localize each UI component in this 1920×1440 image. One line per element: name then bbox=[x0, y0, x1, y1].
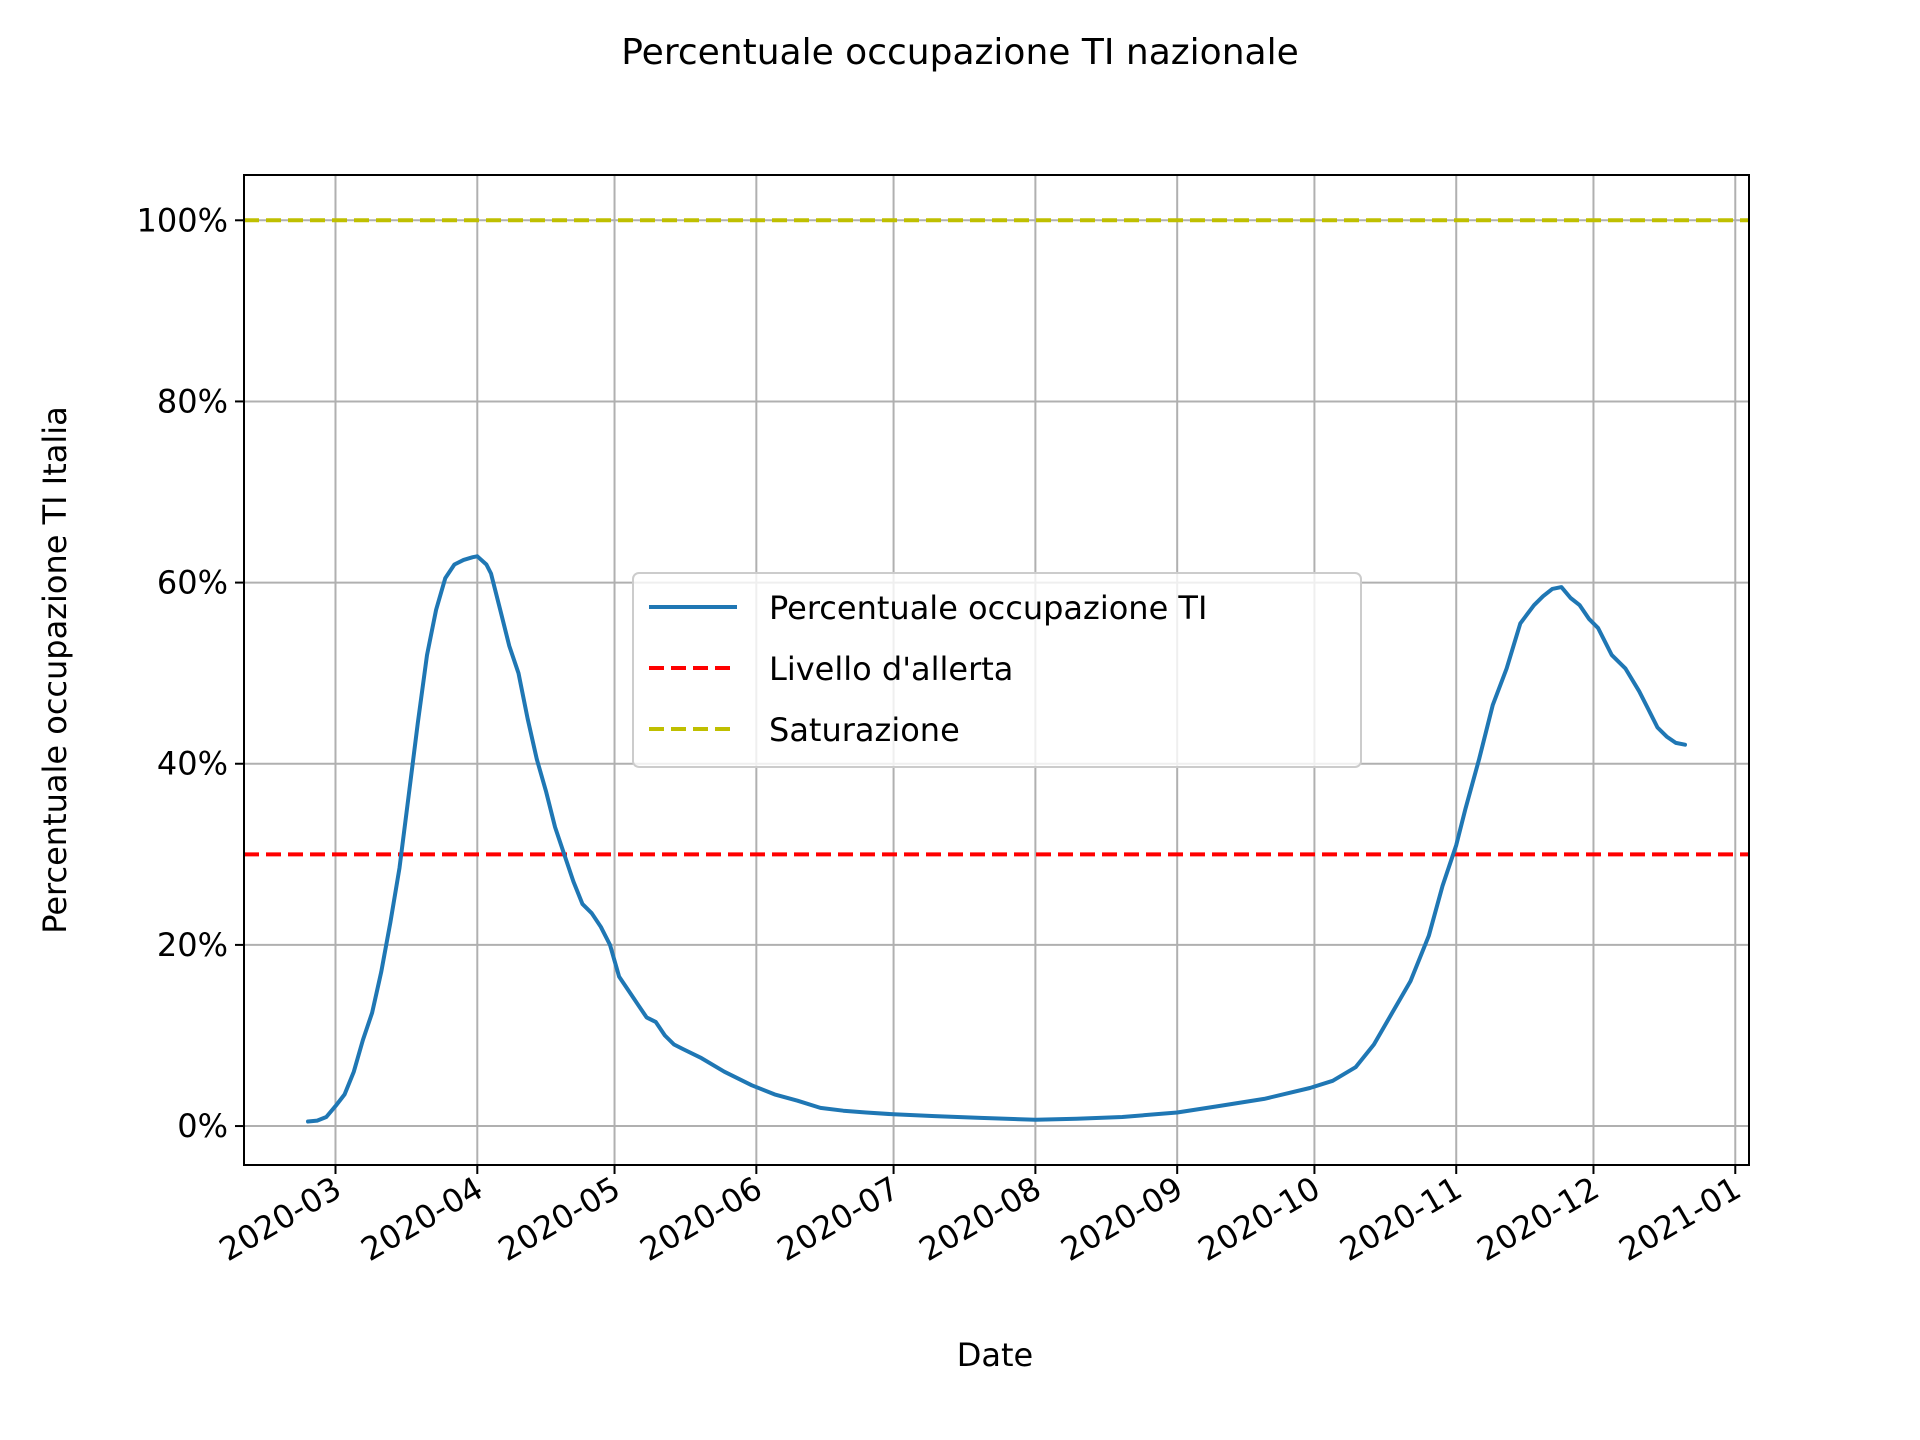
legend-label-occupazione: Percentuale occupazione TI bbox=[769, 589, 1207, 627]
chart-title: Percentuale occupazione TI nazionale bbox=[621, 32, 1298, 73]
x-tick-label: 2020-11 bbox=[1333, 1169, 1468, 1269]
x-tick-label: 2020-08 bbox=[913, 1169, 1048, 1269]
plot-frame bbox=[243, 174, 1750, 1166]
reference-lines bbox=[244, 218, 1749, 857]
x-tick-label: 2020-04 bbox=[355, 1169, 490, 1269]
series-layer bbox=[306, 554, 1687, 1124]
legend-label-allerta: Livello d'allerta bbox=[769, 650, 1013, 688]
x-tick-label: 2020-05 bbox=[492, 1169, 627, 1269]
y-tick-label: 0% bbox=[177, 1107, 228, 1145]
legend: Percentuale occupazione TI Livello d'all… bbox=[632, 572, 1362, 768]
x-tick-label: 2020-06 bbox=[634, 1169, 769, 1269]
y-tick-label: 20% bbox=[157, 926, 228, 964]
legend-label-saturazione: Saturazione bbox=[769, 711, 960, 749]
x-axis-label: Date bbox=[957, 1336, 1033, 1374]
series-line-0 bbox=[306, 554, 1687, 1124]
x-axis: 2020-03 2020-04 2020-05 2020-06 2020-07 2020-… bbox=[213, 1165, 1747, 1269]
y-tick-label: 60% bbox=[157, 564, 228, 602]
x-tick-label: 2020-10 bbox=[1192, 1169, 1327, 1269]
x-tick-label: 2020-09 bbox=[1054, 1169, 1189, 1269]
y-tick-label: 100% bbox=[137, 201, 228, 239]
x-tick-label: 2020-03 bbox=[213, 1169, 348, 1269]
x-tick-label: 2021-01 bbox=[1612, 1169, 1747, 1269]
x-tick-label: 2020-07 bbox=[771, 1169, 906, 1269]
y-tick-label: 40% bbox=[157, 745, 228, 783]
y-axis-label: Percentuale occupazione TI Italia bbox=[36, 406, 74, 934]
x-tick-label: 2020-12 bbox=[1471, 1169, 1606, 1269]
legend-box bbox=[632, 572, 1362, 768]
y-tick-label: 80% bbox=[157, 382, 228, 420]
y-axis: 0% 20% 40% 60% 80% 100% bbox=[137, 201, 244, 1145]
